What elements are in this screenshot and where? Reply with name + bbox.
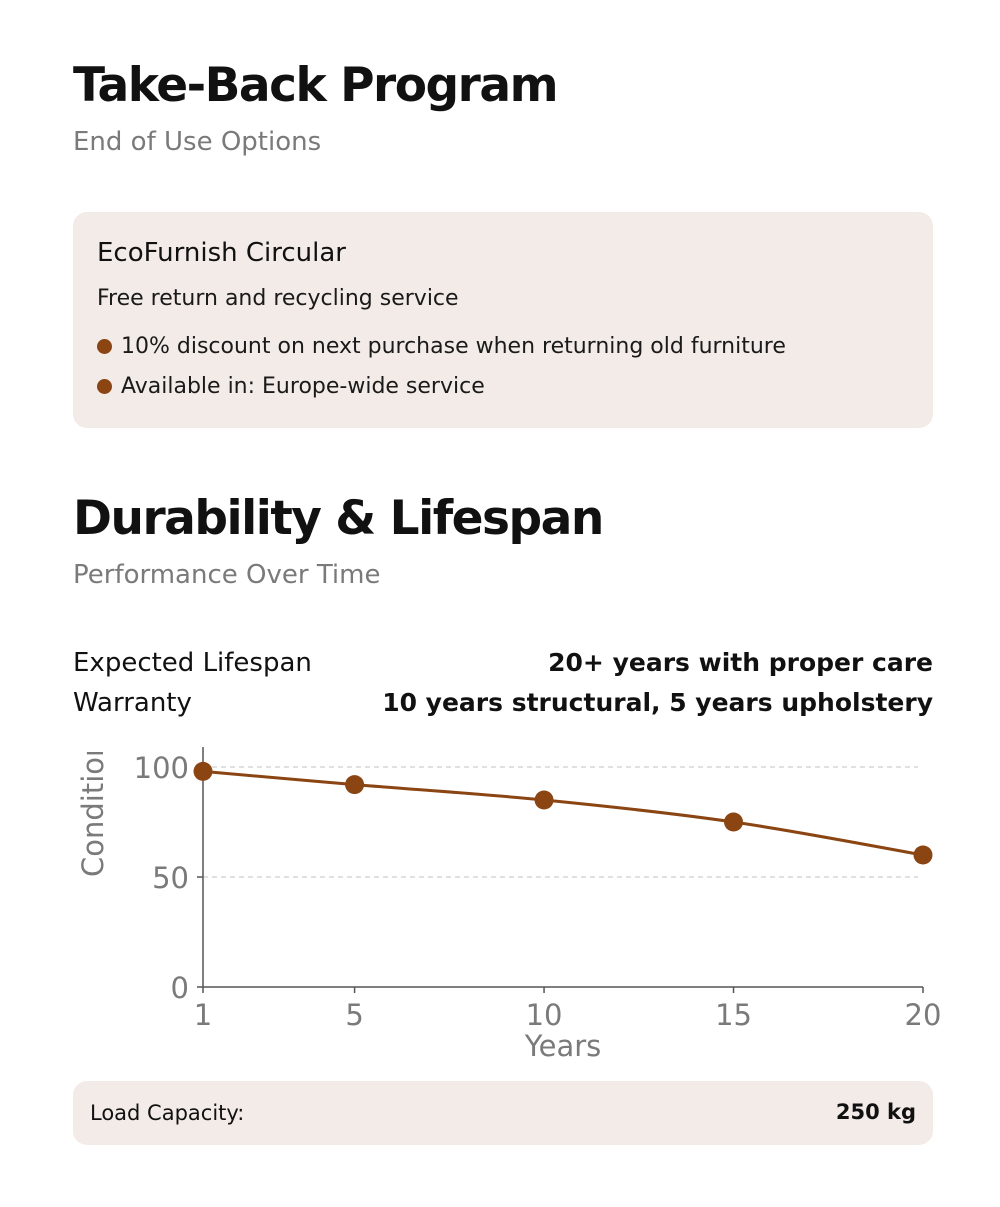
condition-data-point bbox=[724, 812, 744, 832]
bullet-text: 10% discount on next purchase when retur… bbox=[121, 334, 786, 359]
x-tick-label: 5 bbox=[345, 998, 363, 1032]
program-name: EcoFurnish Circular bbox=[97, 238, 346, 268]
bullet-dot-icon bbox=[97, 339, 112, 354]
condition-data-point bbox=[345, 775, 365, 795]
spec-value-warranty: 10 years structural, 5 years upholstery bbox=[382, 688, 933, 717]
bullet-text: Available in: Europe-wide service bbox=[121, 374, 485, 399]
spec-label-lifespan: Expected Lifespan bbox=[73, 648, 312, 678]
condition-data-point bbox=[534, 790, 554, 810]
y-axis-title-group: Condition bbox=[76, 739, 110, 877]
take-back-card: EcoFurnish Circular Free return and recy… bbox=[73, 212, 933, 428]
program-bullet: 10% discount on next purchase when retur… bbox=[97, 334, 786, 359]
program-description: Free return and recycling service bbox=[97, 286, 459, 311]
y-tick-label: 50 bbox=[152, 861, 189, 895]
condition-data-point bbox=[913, 845, 933, 865]
y-axis-title: Condition bbox=[76, 739, 110, 877]
program-bullet: Available in: Europe-wide service bbox=[97, 374, 485, 399]
bullet-dot-icon bbox=[97, 379, 112, 394]
load-capacity-label: Load Capacity: bbox=[90, 1101, 245, 1125]
x-tick-label: 20 bbox=[905, 998, 942, 1032]
x-tick-label: 1 bbox=[194, 998, 212, 1032]
spec-value-lifespan: 20+ years with proper care bbox=[548, 648, 933, 677]
x-axis-title: Years bbox=[524, 1029, 602, 1063]
condition-data-point bbox=[193, 761, 213, 781]
condition-series-line bbox=[202, 769, 924, 857]
spec-label-warranty: Warranty bbox=[73, 688, 192, 718]
load-capacity-card: Load Capacity: 250 kg bbox=[73, 1081, 933, 1145]
y-tick-label: 100 bbox=[134, 751, 189, 785]
load-capacity-value: 250 kg bbox=[835, 1100, 916, 1124]
x-tick-label: 15 bbox=[715, 998, 752, 1032]
take-back-subtitle: End of Use Options bbox=[73, 127, 322, 157]
durability-subtitle: Performance Over Time bbox=[73, 560, 381, 590]
y-tick-label: 0 bbox=[171, 971, 189, 1005]
take-back-title: Take-Back Program bbox=[73, 58, 559, 113]
x-tick-label: 10 bbox=[526, 998, 563, 1032]
durability-title: Durability & Lifespan bbox=[73, 491, 604, 546]
